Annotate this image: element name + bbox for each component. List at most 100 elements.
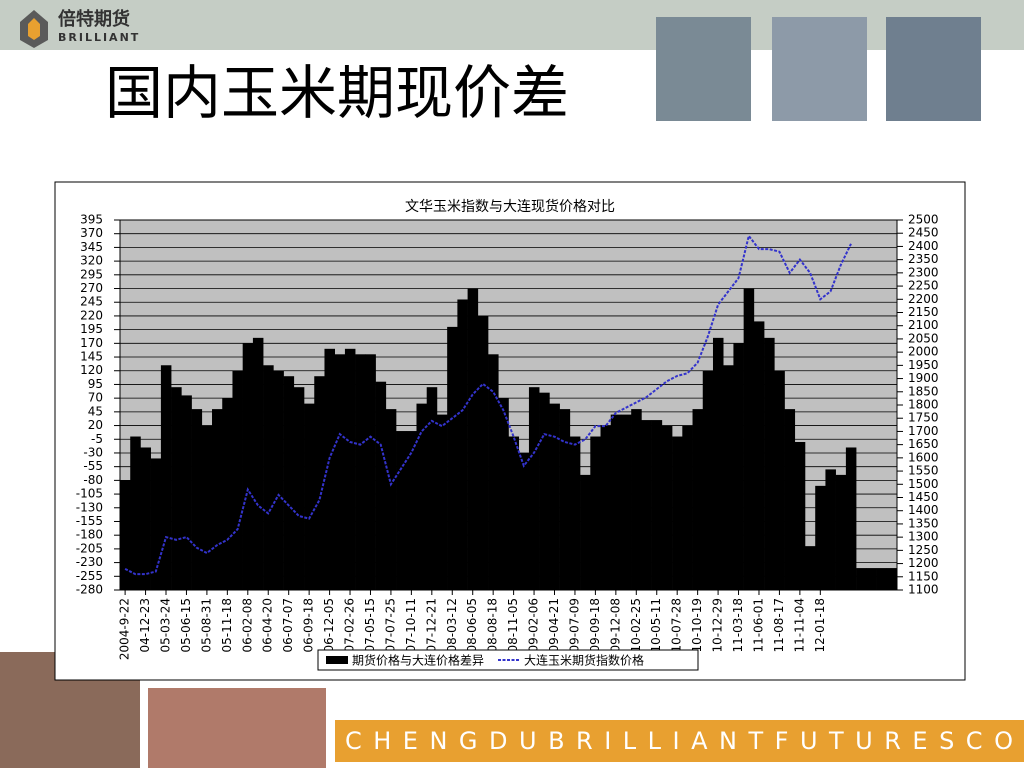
y-tick-label: -130 <box>76 500 103 514</box>
y2-tick-label: 1200 <box>908 556 939 570</box>
bar <box>426 387 438 590</box>
x-tick-label: 08-08-18 <box>486 598 500 652</box>
y2-tick-label: 1650 <box>908 437 939 451</box>
x-tick-label: 09-02-06 <box>527 598 541 652</box>
bar <box>845 447 857 590</box>
bar <box>559 409 571 590</box>
bar <box>457 299 468 590</box>
y2-tick-label: 1450 <box>908 490 939 504</box>
bar <box>171 387 182 590</box>
y-tick-label: 145 <box>80 350 103 364</box>
bar <box>508 436 520 590</box>
bar <box>355 354 366 590</box>
x-tick-label: 06-04-20 <box>261 598 275 652</box>
bar <box>784 409 796 590</box>
bar <box>191 409 203 590</box>
y-tick-label: 95 <box>88 377 103 391</box>
x-tick-label: 07-10-11 <box>404 598 418 652</box>
bar <box>661 425 673 590</box>
y-tick-label: -280 <box>76 583 103 597</box>
bar <box>416 403 428 590</box>
y-tick-label: 295 <box>80 267 103 281</box>
bar <box>447 326 458 590</box>
y-tick-label: -55 <box>83 459 103 473</box>
x-tick-label: 10-12-29 <box>711 598 725 652</box>
y2-tick-label: 1250 <box>908 543 939 557</box>
y-tick-label: 245 <box>80 295 103 309</box>
bar <box>385 409 397 590</box>
y2-tick-label: 2350 <box>908 252 939 266</box>
bar <box>283 376 295 590</box>
x-tick-label: 09-07-09 <box>567 598 581 652</box>
y-tick-label: -5 <box>91 432 103 446</box>
bar <box>130 436 141 590</box>
bar <box>181 395 192 590</box>
x-tick-label: 05-03-24 <box>159 598 173 652</box>
bar <box>477 315 489 590</box>
bar <box>396 431 407 590</box>
y2-tick-label: 1500 <box>908 477 939 491</box>
x-tick-label: 08-03-12 <box>445 598 459 652</box>
x-tick-label: 07-05-15 <box>363 598 377 652</box>
bar <box>549 403 560 590</box>
bar <box>150 458 162 590</box>
legend-swatch <box>326 656 348 664</box>
y2-tick-label: 1750 <box>908 411 939 425</box>
bar <box>212 409 223 590</box>
bar <box>590 436 601 590</box>
bar <box>825 469 836 590</box>
bar <box>723 365 734 590</box>
y2-tick-label: 2100 <box>908 318 939 332</box>
y2-tick-label: 1150 <box>908 569 939 583</box>
bar <box>375 381 387 590</box>
y2-tick-label: 1600 <box>908 450 939 464</box>
bar <box>651 420 663 590</box>
legend-label: 大连玉米期货指数价格 <box>524 653 644 668</box>
x-tick-label: 04-12-23 <box>138 598 152 652</box>
y2-tick-label: 1700 <box>908 424 939 438</box>
slide-title: 国内玉米期现价差 <box>105 59 569 127</box>
x-tick-label: 06-07-07 <box>281 598 295 652</box>
x-tick-label: 11-11-04 <box>792 598 806 652</box>
x-tick-label: 06-02-08 <box>240 598 254 652</box>
y2-tick-label: 2500 <box>908 213 939 227</box>
bar <box>365 354 376 590</box>
x-tick-label: 07-02-26 <box>343 598 357 652</box>
x-tick-label: 10-02-25 <box>629 598 643 652</box>
bar <box>610 414 622 590</box>
y2-tick-label: 2050 <box>908 331 939 345</box>
y2-tick-label: 1400 <box>908 503 939 517</box>
y2-tick-label: 2250 <box>908 279 939 293</box>
bar <box>518 452 530 590</box>
bar <box>304 403 315 590</box>
x-tick-label: 05-06-15 <box>179 598 193 652</box>
bar <box>804 546 816 590</box>
bar <box>436 414 448 590</box>
legend-label: 期货价格与大连价格差异 <box>352 653 484 668</box>
y2-tick-label: 1300 <box>908 530 939 544</box>
logo-cn: 倍特期货 <box>58 8 130 30</box>
bar <box>467 288 479 590</box>
bar <box>252 337 264 590</box>
bar <box>620 414 632 590</box>
y2-tick-label: 1850 <box>908 384 939 398</box>
bar <box>672 436 683 590</box>
y2-tick-label: 2000 <box>908 345 939 359</box>
photo <box>656 17 751 121</box>
bar <box>140 447 151 590</box>
footer-company: CHENGDUBRILLIANTFUTURESCO.,LTD. <box>345 727 1024 755</box>
bar <box>242 343 254 590</box>
bar <box>232 370 243 590</box>
bar <box>702 370 714 590</box>
line <box>124 233 852 576</box>
y2-tick-label: 1950 <box>908 358 939 372</box>
x-tick-label: 07-07-25 <box>383 598 397 652</box>
bar <box>273 370 284 590</box>
y2-tick-label: 2150 <box>908 305 939 319</box>
y2-tick-label: 1350 <box>908 516 939 530</box>
x-tick-label: 10-10-19 <box>690 598 704 652</box>
x-tick-label: 10-05-11 <box>649 598 663 652</box>
y2-tick-label: 2300 <box>908 265 939 279</box>
bar <box>528 387 540 590</box>
